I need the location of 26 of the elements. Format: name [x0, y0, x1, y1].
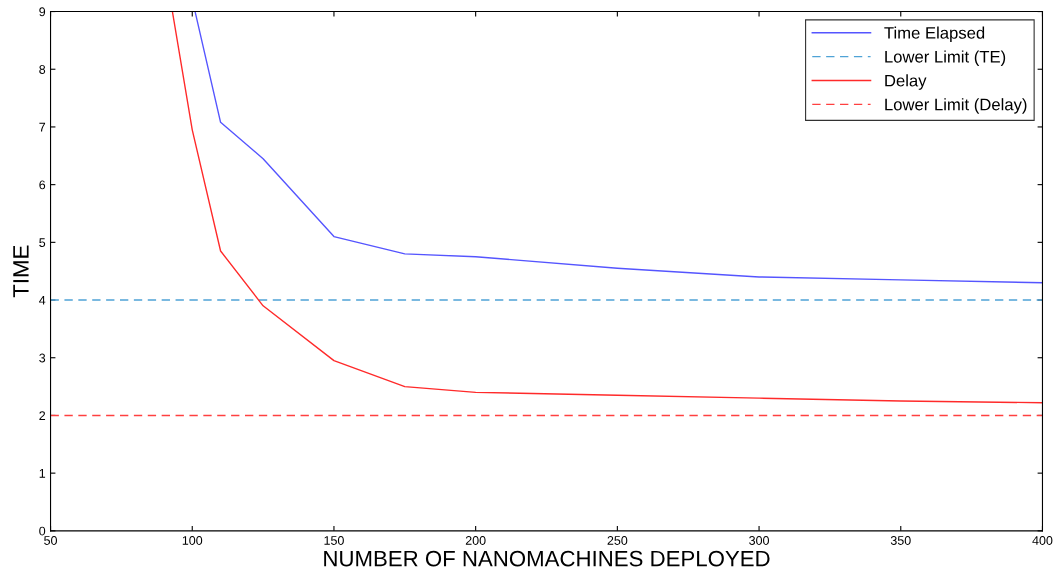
y-tick-label: 9: [39, 7, 46, 17]
legend-label: Delay: [885, 74, 927, 90]
x-tick-label: 100: [182, 536, 203, 545]
legend-label: Time Elapsed: [884, 26, 985, 43]
x-tick-label: 200: [465, 536, 486, 545]
x-tick-label: 250: [607, 536, 628, 545]
y-tick-label: 8: [39, 65, 46, 74]
legend-label: Lower Limit (Delay): [885, 98, 1027, 114]
x-tick-label: 400: [1032, 536, 1053, 545]
y-tick-label: 2: [39, 411, 46, 420]
y-tick-label: 4: [39, 295, 46, 305]
x-tick-label: 50: [44, 536, 58, 545]
x-tick-label: 300: [749, 536, 769, 545]
y-tick-label: 3: [39, 353, 46, 363]
x-tick-label: 350: [890, 536, 911, 545]
x-tick-label: 150: [324, 536, 344, 545]
y-tick-label: 6: [39, 180, 46, 190]
line-series: [171, 11, 1043, 404]
legend-label: Lower Limit (TE): [885, 50, 1006, 66]
line-series: [194, 11, 1043, 284]
x-axis-title: NUMBER OF NANOMACHINES DEPLOYED: [324, 550, 770, 567]
y-tick-label: 7: [39, 122, 46, 132]
y-axis-title: TIME: [13, 245, 29, 298]
y-tick-label: 0: [39, 526, 46, 536]
y-tick-label: 1: [39, 469, 46, 478]
y-tick-label: 5: [39, 238, 46, 247]
